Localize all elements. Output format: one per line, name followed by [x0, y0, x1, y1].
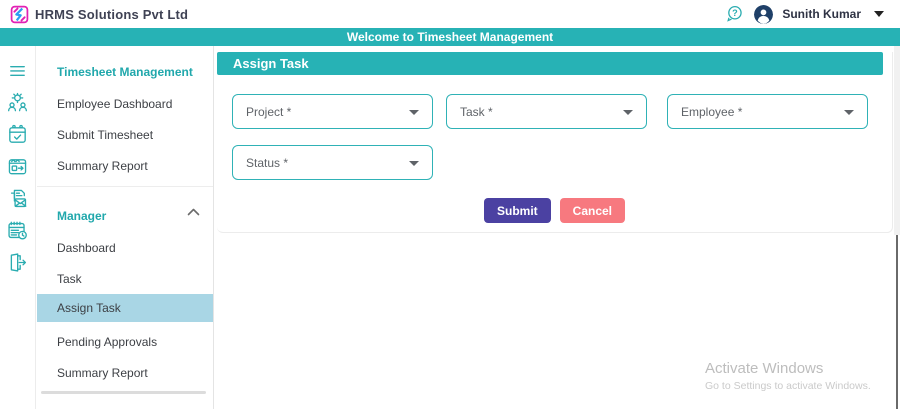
activate-windows-watermark: Activate Windows Go to Settings to activ…: [705, 360, 871, 392]
submit-timesheet-icon[interactable]: [5, 153, 31, 179]
dropdown-caret-icon: [623, 110, 633, 115]
top-header: HRMS Solutions Pvt Ltd ? Sunith Kumar: [0, 0, 900, 28]
sidebar-section-timesheet-management: Timesheet Management: [57, 65, 193, 79]
team-management-icon[interactable]: [5, 89, 31, 115]
panel-title: Assign Task: [217, 52, 883, 75]
assign-task-panel: Assign Task Project * Task * Employee * …: [217, 52, 893, 233]
calendar-check-icon[interactable]: [5, 121, 31, 147]
sidebar-item-manager-summary-report[interactable]: Summary Report: [57, 366, 148, 380]
button-row: Submit Cancel: [217, 198, 892, 223]
menu-icon[interactable]: [5, 57, 31, 83]
status-select-label: Status *: [246, 155, 289, 170]
sidebar-bottom-divider: [41, 391, 206, 394]
scrollbar-track[interactable]: [894, 46, 900, 235]
chevron-up-icon[interactable]: [187, 208, 200, 216]
sidebar-item-task[interactable]: Task: [57, 272, 82, 286]
dropdown-caret-icon: [844, 110, 854, 115]
welcome-banner: Welcome to Timesheet Management: [0, 28, 900, 46]
status-select[interactable]: Status *: [232, 145, 433, 180]
project-select-label: Project *: [246, 104, 292, 119]
user-menu-name[interactable]: Sunith Kumar: [782, 7, 861, 21]
sidebar-item-employee-dashboard[interactable]: Employee Dashboard: [57, 97, 173, 111]
avatar[interactable]: [754, 4, 774, 24]
schedule-clock-icon[interactable]: [5, 217, 31, 243]
form-row-2: Status *: [232, 145, 433, 180]
dropdown-caret-icon: [409, 110, 419, 115]
employee-select[interactable]: Employee *: [667, 94, 868, 129]
icon-rail: [0, 46, 36, 409]
report-mail-icon[interactable]: [5, 185, 31, 211]
window-right-edge: [896, 235, 898, 409]
sidebar-section-manager: Manager: [57, 209, 107, 223]
submit-button[interactable]: Submit: [483, 198, 551, 223]
brand-logo-icon: [10, 5, 29, 23]
brand-name: HRMS Solutions Pvt Ltd: [35, 6, 189, 22]
sidebar-item-manager-dashboard[interactable]: Dashboard: [57, 241, 116, 255]
form-row-1: Project * Task * Employee *: [232, 94, 868, 129]
sidebar: Timesheet Management Employee Dashboard …: [37, 46, 214, 409]
svg-text:?: ?: [732, 7, 738, 17]
sidebar-item-assign-task[interactable]: Assign Task: [37, 294, 213, 322]
watermark-line2: Go to Settings to activate Windows.: [705, 380, 871, 392]
cancel-button[interactable]: Cancel: [559, 198, 626, 223]
logout-icon[interactable]: [5, 249, 31, 275]
task-select[interactable]: Task *: [446, 94, 647, 129]
sidebar-item-pending-approvals[interactable]: Pending Approvals: [57, 335, 158, 349]
project-select[interactable]: Project *: [232, 94, 433, 129]
task-select-label: Task *: [460, 104, 493, 119]
employee-select-label: Employee *: [681, 104, 743, 119]
dropdown-caret-icon: [409, 161, 419, 166]
help-icon[interactable]: ?: [724, 4, 745, 25]
sidebar-item-summary-report[interactable]: Summary Report: [57, 159, 148, 173]
chevron-down-icon[interactable]: [874, 11, 884, 17]
brand: HRMS Solutions Pvt Ltd: [10, 5, 188, 24]
sidebar-divider: [37, 186, 213, 187]
watermark-line1: Activate Windows: [705, 360, 824, 377]
sidebar-item-submit-timesheet[interactable]: Submit Timesheet: [57, 128, 154, 142]
user-area: ? Sunith Kumar: [724, 4, 884, 25]
